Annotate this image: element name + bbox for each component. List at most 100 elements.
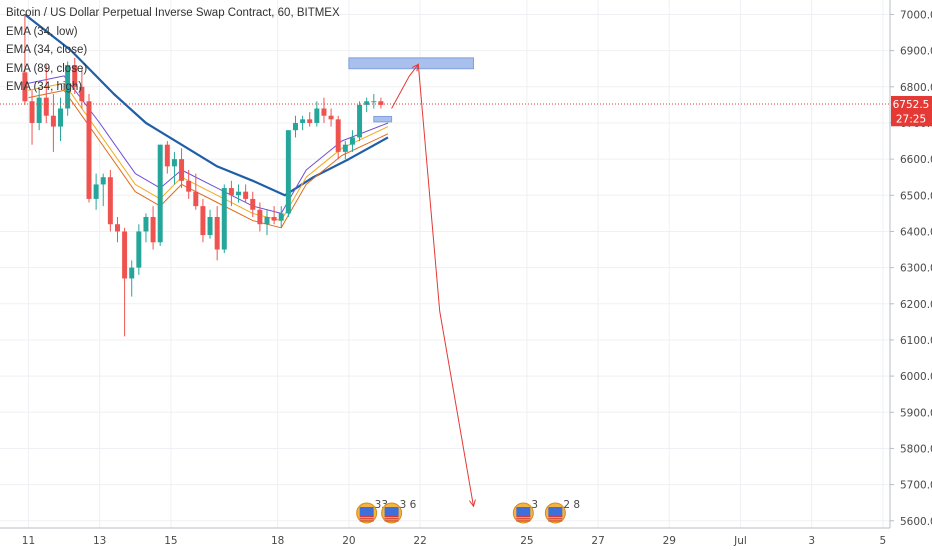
time-tick-label: 18 [271,535,284,547]
forecast-path[interactable] [391,63,474,507]
us-flag-canton [516,507,531,516]
us-flag-stripe [548,516,563,518]
candle-body [86,101,92,199]
target-zone[interactable] [348,57,474,70]
candle-body [50,115,56,127]
us-flag-canton [359,507,374,516]
candle-body [36,97,42,123]
current-price-label: 6752.5 [893,99,930,111]
time-tick-label: 5 [880,535,887,547]
candle-body [257,209,263,225]
time-tick-label: 22 [413,535,426,547]
time-tick-label: 20 [342,535,355,547]
candle-body [193,191,199,207]
price-tick-label: 6100.0 [900,335,932,347]
bar-countdown-tag [891,110,932,127]
candle-body [65,65,71,109]
price-tick-label: 5700.0 [900,480,932,492]
candle-body [150,216,156,243]
candle-body [236,191,242,196]
candle-body [136,231,142,268]
candle-body [93,184,99,199]
candle-body [29,101,35,123]
candle-body [164,144,170,167]
price-tick-label: 5900.0 [900,407,932,419]
candle-body [157,144,163,243]
time-tick-label: Jul [733,535,747,547]
candle-body [72,65,78,87]
candle-body [43,97,49,116]
price-tick-label: 5800.0 [900,443,932,455]
time-tick-label: 15 [164,535,177,547]
candle-body [228,188,234,196]
price-tick-label: 6400.0 [900,226,932,238]
candle-body [264,216,270,225]
forecast-arrow-head-down [468,499,476,508]
price-tick-label: 6600.0 [900,154,932,166]
us-flag-stripe [516,520,531,522]
candle-body [285,130,291,214]
us-flag-stripe [359,520,374,522]
us-flag-stripe [548,520,563,522]
candle-body [221,188,227,250]
event-count-label: 3 [531,499,538,511]
candle-body [200,206,206,236]
ema-line-0 [24,13,389,197]
ema-line-3 [28,89,389,229]
candle-body [129,267,135,279]
time-tick-label: 25 [520,535,533,547]
candle-body [364,101,370,105]
price-tick-label: 7000.0 [900,9,932,21]
price-tick-label: 6300.0 [900,263,932,275]
bar-countdown-label: 27:25 [896,113,926,125]
chart-title: Bitcoin / US Dollar Perpetual Inverse Sw… [6,7,340,19]
price-tick-label: 6200.0 [900,299,932,311]
candle-body [378,101,384,105]
candle-body [307,119,313,123]
candle-body [58,108,64,127]
time-tick-label: 13 [93,535,106,547]
time-tick-label: 29 [663,535,676,547]
indicator-ema-34-close[interactable]: EMA (34, close) [6,44,88,56]
us-flag-stripe [548,518,563,520]
price-tick-label: 6900.0 [900,46,932,58]
candle-body [214,216,220,250]
candle-body [335,119,341,152]
candle-body [321,108,327,116]
us-flag-canton [548,507,563,516]
time-tick-label: 27 [591,535,604,547]
us-flag-stripe [384,516,399,518]
current-price-tag [891,95,932,112]
candle-body [278,213,284,221]
candle-body [342,144,348,152]
ema-line-2 [28,82,389,222]
us-flag-stripe [359,518,374,520]
price-tick-label: 6000.0 [900,371,932,383]
candle-body [114,224,120,232]
candle-body [22,72,28,102]
chart-legend: Bitcoin / US Dollar Perpetual Inverse Sw… [6,4,340,97]
candle-body [100,177,106,185]
candle-body [171,159,177,167]
indicator-ema-89-close[interactable]: EMA (89, close) [6,62,88,75]
forecast-arrow-head-up [411,63,420,72]
us-flag-stripe [516,516,531,518]
candle-body [143,216,149,232]
candle-body [371,101,377,103]
candle-body [314,108,320,123]
candle-body [186,180,192,192]
candle-body [250,198,256,210]
candle-body [328,115,334,120]
candle-body [79,86,85,102]
indicator-ema-34-high[interactable]: EMA (34, high) [6,81,83,93]
candle-body [349,137,355,145]
time-tick-label: 3 [808,535,815,547]
ema-line-1 [28,75,389,214]
event-count-label: 2 8 [563,499,580,511]
target-zone[interactable] [373,115,393,123]
us-flag-stripe [359,516,374,518]
candle-body [357,104,363,138]
indicator-ema-34-low[interactable]: EMA (34, low) [6,25,78,38]
candle-body [271,216,277,221]
